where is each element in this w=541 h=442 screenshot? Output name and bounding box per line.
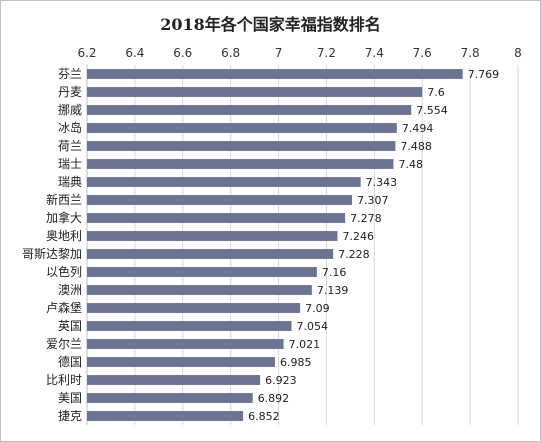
- data-label: 7.343: [366, 176, 398, 189]
- x-tick-label: 6.6: [173, 46, 192, 60]
- data-label: 7.16: [322, 266, 347, 279]
- data-label: 7.6: [427, 86, 445, 99]
- category-label: 瑞典: [58, 175, 82, 189]
- x-tick-label: 7.4: [365, 46, 384, 60]
- bar: [87, 303, 301, 313]
- category-label: 加拿大: [46, 210, 82, 225]
- bar: [87, 357, 275, 367]
- category-label: 澳洲: [58, 283, 82, 297]
- category-label: 芬兰: [58, 67, 82, 81]
- data-label: 6.892: [258, 392, 290, 405]
- x-tick-label: 6.4: [125, 46, 144, 60]
- bar: [87, 87, 423, 97]
- bar: [87, 285, 312, 295]
- bar: [87, 69, 463, 79]
- data-label: 6.985: [280, 356, 312, 369]
- bar: [87, 375, 261, 385]
- x-tick-label: 6.2: [77, 46, 96, 60]
- data-label: 6.923: [265, 374, 297, 387]
- category-label: 冰岛: [58, 120, 82, 135]
- bar: [87, 339, 284, 349]
- x-tick-label: 7.2: [317, 46, 336, 60]
- bar: [87, 267, 317, 277]
- category-label: 新西兰: [46, 192, 82, 207]
- category-label: 奥地利: [46, 229, 82, 243]
- data-label: 7.554: [416, 104, 448, 117]
- bar: [87, 213, 346, 223]
- bar: [87, 195, 353, 205]
- x-tick-label: 7.8: [461, 46, 480, 60]
- bar: [87, 231, 338, 241]
- data-label: 7.09: [305, 302, 330, 315]
- data-label: 7.228: [338, 248, 370, 261]
- category-label: 爱尔兰: [46, 336, 82, 351]
- x-tick-label: 7.6: [413, 46, 432, 60]
- category-label: 德国: [58, 354, 82, 369]
- data-label: 7.769: [468, 68, 500, 81]
- data-label: 7.488: [400, 140, 432, 153]
- category-label: 卢森堡: [46, 300, 82, 315]
- category-label: 捷克: [58, 409, 82, 423]
- chart-title: 2018年各个国家幸福指数排名: [160, 15, 381, 34]
- bar: [87, 249, 334, 259]
- category-label: 丹麦: [58, 85, 82, 99]
- x-tick-label: 7: [275, 46, 283, 60]
- data-label: 6.852: [248, 410, 280, 423]
- bar: [87, 141, 396, 151]
- category-label: 以色列: [46, 265, 82, 279]
- data-label: 7.278: [350, 212, 382, 225]
- data-label: 7.307: [357, 194, 389, 207]
- category-label: 比利时: [46, 373, 82, 387]
- bar: [87, 411, 244, 421]
- bar: [87, 321, 292, 331]
- x-tick-label: 6.8: [221, 46, 240, 60]
- data-label: 7.48: [398, 158, 423, 171]
- category-label: 美国: [58, 391, 82, 405]
- data-label: 7.021: [289, 338, 321, 351]
- bar: [87, 177, 361, 187]
- category-label: 哥斯达黎加: [22, 247, 82, 261]
- bar: [87, 123, 397, 133]
- data-label: 7.054: [296, 320, 328, 333]
- bar: [87, 105, 412, 115]
- category-label: 英国: [58, 319, 82, 333]
- data-label: 7.494: [402, 122, 434, 135]
- category-label: 荷兰: [58, 139, 82, 153]
- category-label: 瑞士: [58, 157, 82, 171]
- data-label: 7.246: [342, 230, 374, 243]
- data-label: 7.139: [317, 284, 349, 297]
- bar: [87, 159, 394, 169]
- category-label: 挪威: [58, 103, 82, 117]
- bar: [87, 393, 253, 403]
- x-tick-label: 8: [514, 46, 522, 60]
